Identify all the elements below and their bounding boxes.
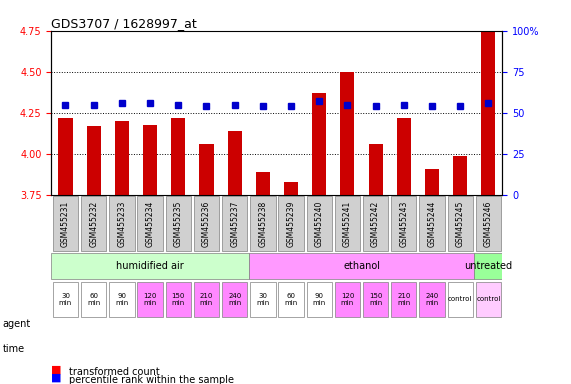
FancyBboxPatch shape bbox=[278, 282, 304, 317]
Text: GSM455236: GSM455236 bbox=[202, 200, 211, 247]
FancyBboxPatch shape bbox=[363, 282, 388, 317]
FancyBboxPatch shape bbox=[476, 197, 501, 251]
FancyBboxPatch shape bbox=[250, 282, 276, 317]
FancyBboxPatch shape bbox=[335, 282, 360, 317]
FancyBboxPatch shape bbox=[109, 282, 135, 317]
FancyBboxPatch shape bbox=[335, 197, 360, 251]
Text: control: control bbox=[476, 296, 501, 303]
FancyBboxPatch shape bbox=[109, 197, 135, 251]
Text: 120
min: 120 min bbox=[341, 293, 354, 306]
Text: GSM455233: GSM455233 bbox=[118, 200, 126, 247]
Bar bbox=[171, 118, 186, 195]
Text: 120
min: 120 min bbox=[143, 293, 157, 306]
Text: humidified air: humidified air bbox=[116, 261, 184, 271]
Text: 210
min: 210 min bbox=[200, 293, 213, 306]
Text: percentile rank within the sample: percentile rank within the sample bbox=[69, 375, 234, 384]
Bar bbox=[312, 93, 326, 195]
Text: 210
min: 210 min bbox=[397, 293, 411, 306]
FancyBboxPatch shape bbox=[307, 197, 332, 251]
FancyBboxPatch shape bbox=[81, 197, 106, 251]
FancyBboxPatch shape bbox=[307, 282, 332, 317]
FancyBboxPatch shape bbox=[222, 197, 247, 251]
Text: agent: agent bbox=[3, 319, 31, 329]
FancyBboxPatch shape bbox=[166, 282, 191, 317]
Bar bbox=[256, 172, 270, 195]
Text: ■: ■ bbox=[51, 364, 62, 374]
Text: 30
min: 30 min bbox=[59, 293, 72, 306]
FancyBboxPatch shape bbox=[53, 282, 78, 317]
Bar bbox=[481, 31, 496, 195]
Text: GSM455245: GSM455245 bbox=[456, 200, 465, 247]
Bar bbox=[340, 72, 355, 195]
Bar bbox=[228, 131, 242, 195]
Bar bbox=[115, 121, 129, 195]
FancyBboxPatch shape bbox=[53, 197, 78, 251]
Text: time: time bbox=[3, 344, 25, 354]
FancyBboxPatch shape bbox=[249, 253, 475, 279]
FancyBboxPatch shape bbox=[138, 197, 163, 251]
Bar bbox=[425, 169, 439, 195]
FancyBboxPatch shape bbox=[363, 197, 388, 251]
FancyBboxPatch shape bbox=[419, 197, 445, 251]
FancyBboxPatch shape bbox=[222, 282, 247, 317]
Text: 240
min: 240 min bbox=[228, 293, 242, 306]
Text: 150
min: 150 min bbox=[171, 293, 185, 306]
Text: ■: ■ bbox=[51, 372, 62, 382]
FancyBboxPatch shape bbox=[391, 197, 416, 251]
Bar bbox=[58, 118, 73, 195]
FancyBboxPatch shape bbox=[81, 282, 106, 317]
Text: GSM455235: GSM455235 bbox=[174, 200, 183, 247]
FancyBboxPatch shape bbox=[250, 197, 276, 251]
FancyBboxPatch shape bbox=[448, 282, 473, 317]
FancyBboxPatch shape bbox=[391, 282, 416, 317]
FancyBboxPatch shape bbox=[476, 282, 501, 317]
Bar bbox=[143, 124, 157, 195]
FancyBboxPatch shape bbox=[194, 282, 219, 317]
FancyBboxPatch shape bbox=[51, 253, 249, 279]
Text: GSM455234: GSM455234 bbox=[146, 200, 155, 247]
Text: ethanol: ethanol bbox=[343, 261, 380, 271]
Bar bbox=[397, 118, 411, 195]
Text: 90
min: 90 min bbox=[312, 293, 326, 306]
FancyBboxPatch shape bbox=[138, 282, 163, 317]
Text: GSM455246: GSM455246 bbox=[484, 200, 493, 247]
Text: control: control bbox=[448, 296, 472, 303]
Text: 60
min: 60 min bbox=[87, 293, 100, 306]
FancyBboxPatch shape bbox=[166, 197, 191, 251]
Text: untreated: untreated bbox=[464, 261, 512, 271]
Text: GSM455241: GSM455241 bbox=[343, 200, 352, 247]
Text: 30
min: 30 min bbox=[256, 293, 270, 306]
Text: GSM455232: GSM455232 bbox=[89, 200, 98, 247]
Text: transformed count: transformed count bbox=[69, 367, 159, 377]
Text: 60
min: 60 min bbox=[284, 293, 297, 306]
Bar bbox=[453, 156, 467, 195]
Text: 90
min: 90 min bbox=[115, 293, 128, 306]
Text: 240
min: 240 min bbox=[425, 293, 439, 306]
Text: GSM455244: GSM455244 bbox=[428, 200, 436, 247]
FancyBboxPatch shape bbox=[448, 197, 473, 251]
Text: GDS3707 / 1628997_at: GDS3707 / 1628997_at bbox=[51, 17, 197, 30]
Text: GSM455243: GSM455243 bbox=[399, 200, 408, 247]
Text: GSM455231: GSM455231 bbox=[61, 200, 70, 247]
Text: 150
min: 150 min bbox=[369, 293, 383, 306]
FancyBboxPatch shape bbox=[475, 253, 502, 279]
Text: GSM455240: GSM455240 bbox=[315, 200, 324, 247]
FancyBboxPatch shape bbox=[419, 282, 445, 317]
Text: GSM455239: GSM455239 bbox=[287, 200, 296, 247]
Bar bbox=[87, 126, 100, 195]
Text: GSM455242: GSM455242 bbox=[371, 200, 380, 247]
Bar bbox=[284, 182, 298, 195]
Text: GSM455238: GSM455238 bbox=[258, 200, 267, 247]
FancyBboxPatch shape bbox=[194, 197, 219, 251]
Text: GSM455237: GSM455237 bbox=[230, 200, 239, 247]
Bar bbox=[368, 144, 383, 195]
Bar bbox=[199, 144, 214, 195]
FancyBboxPatch shape bbox=[278, 197, 304, 251]
